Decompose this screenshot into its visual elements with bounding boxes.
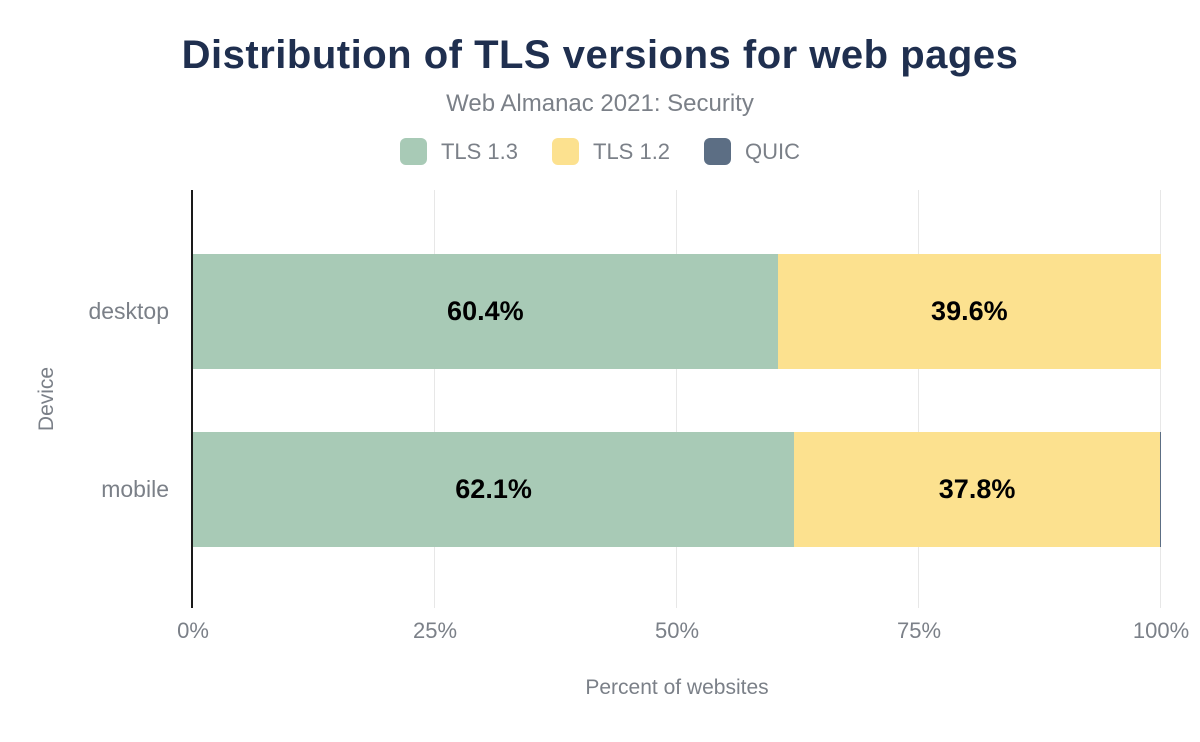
bar-segment-mobile-tls-1-3[interactable]: 62.1% [193, 432, 795, 547]
bar-value-label: 39.6% [931, 296, 1008, 326]
plot-area: Device Percent of websites 60.4% 39.6% des… [35, 190, 1189, 699]
bar-value-label: 60.4% [447, 296, 524, 326]
bar-segment-mobile-tls-1-2[interactable]: 37.8% [794, 432, 1161, 547]
chart-subtitle: Web Almanac 2021: Security [446, 90, 754, 117]
legend-item-tls-1-2[interactable]: TLS 1.2 [552, 138, 670, 165]
legend-label: TLS 1.2 [593, 138, 671, 164]
bar-value-label: 37.8% [938, 474, 1016, 504]
bar-segment-desktop-tls-1-3[interactable]: 60.4% [193, 254, 778, 369]
bar-segment-mobile-quic[interactable] [1160, 432, 1161, 547]
x-tick-label-0: 0% [177, 618, 209, 643]
gridline-50 [676, 190, 677, 608]
y-axis-title: Device [35, 366, 59, 432]
gridline-25 [434, 190, 435, 608]
category-label-desktop: desktop [88, 298, 169, 324]
x-tick-label-25: 25% [412, 618, 458, 643]
gridline-75 [918, 190, 919, 608]
legend-item-tls-1-3[interactable]: TLS 1.3 [399, 138, 518, 165]
legend-item-quic[interactable]: QUIC [704, 138, 800, 165]
chart-title: Distribution of TLS versions for web pag… [181, 33, 1019, 77]
legend-swatch-icon [399, 138, 427, 165]
x-tick-label-100: 100% [1132, 618, 1190, 643]
x-tick-label-50: 50% [654, 618, 700, 643]
bar-row-mobile: 62.1% 37.8% [193, 432, 1161, 547]
legend-label: TLS 1.3 [440, 138, 518, 164]
legend-label: QUIC [745, 138, 801, 164]
bar-value-label: 62.1% [455, 474, 532, 504]
x-tick-label-75: 75% [896, 618, 942, 643]
bar-row-desktop: 60.4% 39.6% [193, 254, 1161, 369]
bar-segment-desktop-tls-1-2[interactable]: 39.6% [777, 254, 1161, 369]
legend-swatch-icon [552, 138, 579, 165]
gridline-100 [1160, 190, 1161, 608]
legend-swatch-icon [704, 138, 732, 165]
legend: TLS 1.3 TLS 1.2 QUIC [0, 138, 1200, 165]
x-axis-title: Percent of websites [585, 676, 769, 699]
category-label-mobile: mobile [101, 476, 169, 502]
